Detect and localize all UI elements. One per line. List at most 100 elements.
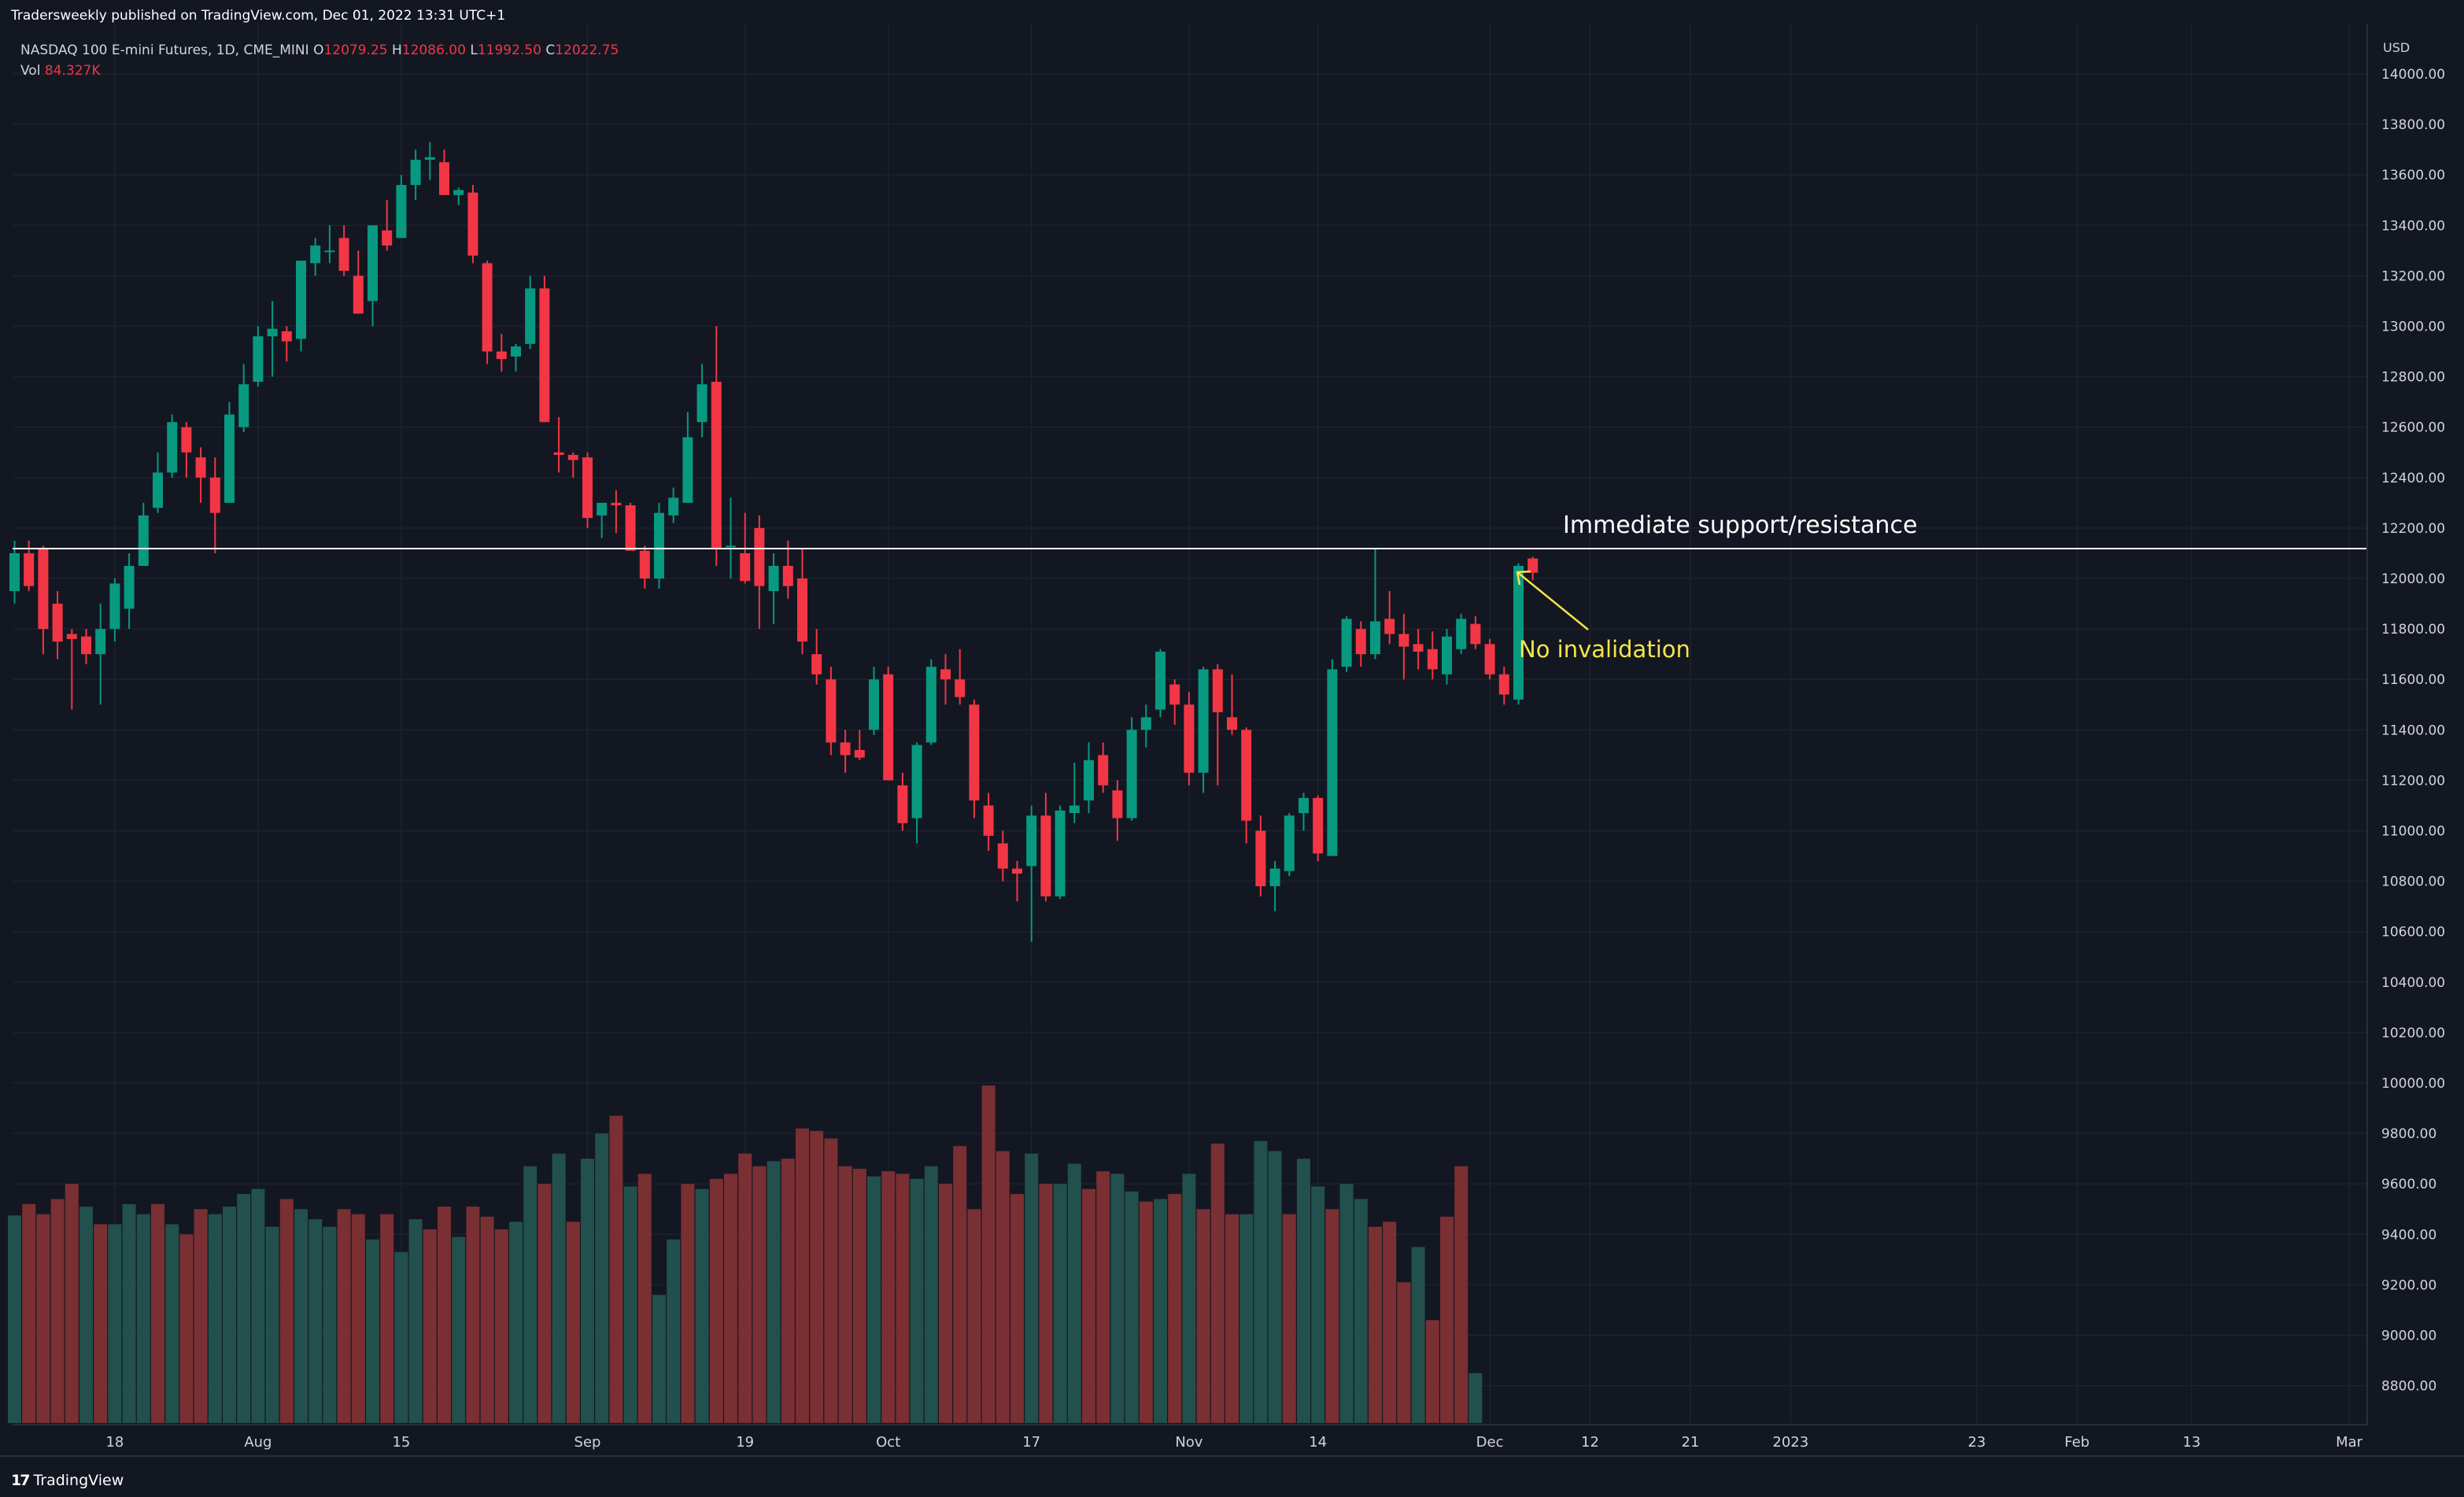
volume-bar bbox=[796, 1128, 809, 1423]
support-resistance-line-group: 12118.75 bbox=[13, 538, 2449, 559]
volume-bar bbox=[967, 1209, 981, 1423]
candle-body bbox=[66, 634, 77, 639]
candle-body bbox=[911, 745, 922, 819]
candle-body bbox=[1069, 805, 1080, 814]
candle-body bbox=[1126, 730, 1137, 819]
y-tick-label: 10800.00 bbox=[2381, 874, 2445, 890]
volume-bar bbox=[781, 1159, 795, 1423]
y-tick-label: 12000.00 bbox=[2381, 571, 2445, 587]
volume-bar bbox=[724, 1174, 737, 1423]
volume-bar bbox=[810, 1130, 824, 1423]
volume-bar bbox=[50, 1199, 65, 1423]
volume-bar bbox=[251, 1188, 265, 1423]
candle-body bbox=[81, 636, 91, 655]
volume-bar bbox=[709, 1178, 723, 1423]
candle-body bbox=[1184, 704, 1195, 773]
volume-bar bbox=[867, 1176, 881, 1423]
volume-bar bbox=[981, 1085, 996, 1423]
y-tick-label: 9000.00 bbox=[2381, 1329, 2436, 1344]
volume-bar bbox=[22, 1203, 36, 1423]
candle-body bbox=[1284, 815, 1295, 871]
volume-bar bbox=[1039, 1184, 1053, 1423]
volume-bar bbox=[738, 1153, 752, 1423]
volume-bar bbox=[910, 1178, 924, 1423]
volume-bar bbox=[595, 1133, 609, 1423]
y-tick-label: 11800.00 bbox=[2381, 622, 2445, 638]
volume-bar bbox=[408, 1219, 423, 1423]
candle-body bbox=[153, 472, 163, 508]
candle-body bbox=[338, 238, 349, 271]
x-tick-label: 15 bbox=[392, 1434, 410, 1451]
candle-body bbox=[296, 261, 306, 339]
legend-high-value: 12086.00 bbox=[402, 43, 471, 58]
candle-body bbox=[410, 159, 421, 186]
footer-brand-label: TradingView bbox=[33, 1472, 124, 1489]
y-tick-label: 10000.00 bbox=[2381, 1076, 2445, 1092]
volume-bar bbox=[1182, 1174, 1196, 1423]
footer-brand[interactable]: 17 TradingView bbox=[11, 1472, 124, 1489]
candle-body bbox=[1355, 629, 1366, 655]
y-tick-label: 10600.00 bbox=[2381, 925, 2445, 941]
x-tick-label: Nov bbox=[1175, 1434, 1202, 1451]
candle-body bbox=[539, 288, 550, 423]
legend-close-value: 12022.75 bbox=[555, 43, 619, 58]
y-tick-label: 12400.00 bbox=[2381, 471, 2445, 486]
ohlc-legend: NASDAQ 100 E-mini Futures, 1D, CME_MINI … bbox=[20, 43, 619, 79]
candle-body bbox=[754, 527, 765, 586]
candle-body bbox=[439, 162, 449, 195]
annotation-arrow-shaft bbox=[1516, 571, 1589, 630]
volume-bar bbox=[151, 1203, 164, 1423]
volume-bar bbox=[294, 1209, 308, 1423]
volume-bars bbox=[8, 1085, 1483, 1423]
x-tick-label: Oct bbox=[876, 1434, 900, 1451]
volume-bar bbox=[881, 1171, 896, 1423]
candle-body bbox=[668, 497, 679, 516]
candle-body bbox=[1198, 669, 1209, 773]
volume-bar bbox=[896, 1174, 910, 1423]
candle-body bbox=[611, 502, 622, 506]
candle-body bbox=[869, 679, 879, 730]
candle-body bbox=[1484, 644, 1495, 675]
volume-bar bbox=[939, 1184, 952, 1423]
volume-bar bbox=[1268, 1151, 1282, 1423]
volume-bar bbox=[767, 1161, 781, 1423]
x-tick-label: Feb bbox=[2064, 1434, 2089, 1451]
candle-body bbox=[209, 477, 220, 513]
volume-bar bbox=[1196, 1209, 1210, 1423]
volume-bar bbox=[1053, 1184, 1067, 1423]
volume-bar bbox=[1311, 1186, 1325, 1423]
candle-body bbox=[1384, 619, 1395, 634]
y-tick-label: 11000.00 bbox=[2381, 824, 2445, 840]
volume-bar bbox=[308, 1219, 323, 1423]
y-tick-label: 13600.00 bbox=[2381, 168, 2445, 183]
y-tick-label: 12600.00 bbox=[2381, 420, 2445, 436]
currency-label: USD bbox=[2383, 40, 2410, 55]
x-tick-label: 2023 bbox=[1772, 1434, 1808, 1451]
volume-bar bbox=[1397, 1282, 1411, 1423]
volume-bar bbox=[1225, 1214, 1239, 1423]
candle-body bbox=[482, 263, 493, 352]
candle-body bbox=[639, 550, 650, 578]
axes: 14000.00 13800.00 13600.00 13400.00 13200.00… bbox=[0, 24, 2464, 1457]
candle-body bbox=[424, 157, 435, 160]
x-tick-label: 14 bbox=[1309, 1434, 1327, 1451]
y-tick-label: 10200.00 bbox=[2381, 1026, 2445, 1041]
candle-body bbox=[368, 225, 378, 301]
legend-symbol: NASDAQ 100 E-mini Futures, 1D, CME_MINI bbox=[20, 43, 313, 58]
candles bbox=[9, 142, 1539, 942]
legend-vol-value: 84.327K bbox=[45, 63, 101, 79]
volume-bar bbox=[1082, 1188, 1095, 1423]
annotation-arrowhead-icon bbox=[1516, 570, 1531, 586]
candle-body bbox=[124, 565, 135, 609]
candle-body bbox=[983, 805, 994, 836]
candle-body bbox=[768, 565, 779, 592]
symbol-legend-line: NASDAQ 100 E-mini Futures, 1D, CME_MINI … bbox=[20, 43, 619, 58]
x-tick-label: 17 bbox=[1022, 1434, 1040, 1451]
candle-body bbox=[195, 457, 206, 478]
legend-vol-label: Vol bbox=[20, 63, 45, 79]
volume-bar bbox=[1468, 1373, 1483, 1423]
volume-bar bbox=[623, 1186, 637, 1423]
candle-body bbox=[525, 288, 536, 344]
volume-bar bbox=[194, 1209, 208, 1423]
